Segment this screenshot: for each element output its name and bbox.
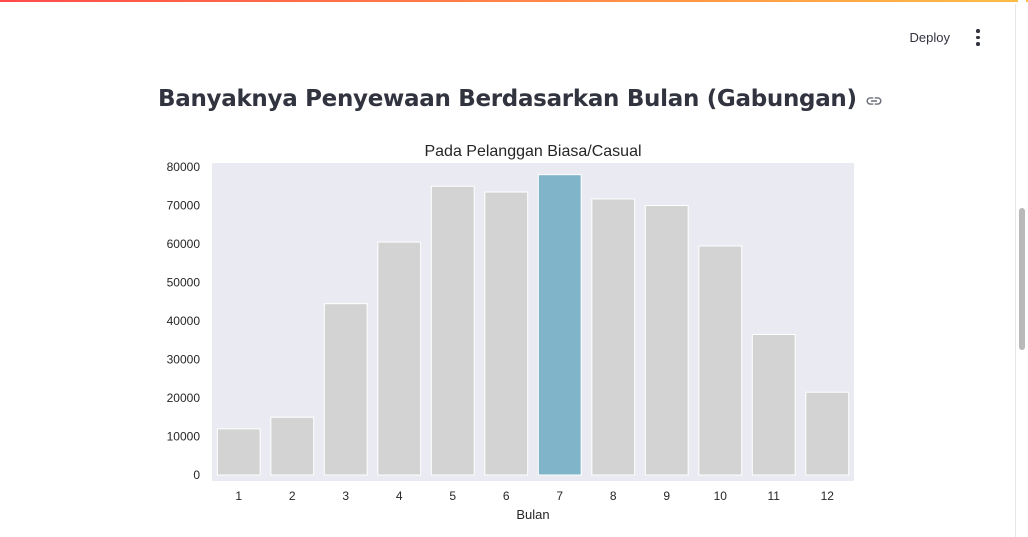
y-tick-label: 0: [193, 468, 200, 482]
y-tick-label: 50000: [167, 276, 201, 290]
bar-month-3: [323, 303, 368, 476]
x-tick-label: 4: [396, 489, 403, 503]
bar-month-11: [751, 333, 796, 476]
page-title-row: Banyaknya Penyewaan Berdasarkan Bulan (G…: [158, 86, 883, 112]
x-tick-label: 3: [342, 489, 349, 503]
x-tick-label: 1: [235, 489, 242, 503]
y-tick-label: 20000: [167, 391, 201, 405]
deploy-button[interactable]: Deploy: [904, 26, 956, 49]
bar-month-8: [591, 198, 636, 476]
x-tick-label: 12: [821, 489, 835, 503]
bar-month-1: [216, 428, 261, 476]
menu-dot: [976, 35, 980, 40]
y-tick-label: 60000: [167, 237, 201, 251]
header-toolbar: Deploy: [904, 26, 986, 49]
bar-month-12: [805, 391, 850, 476]
x-tick-label: 8: [610, 489, 617, 503]
chart-title: Pada Pelanggan Biasa/Casual: [424, 143, 641, 160]
bars-layer: [216, 174, 850, 476]
x-tick-label: 2: [289, 489, 296, 503]
page-title: Banyaknya Penyewaan Berdasarkan Bulan (G…: [158, 86, 857, 112]
x-tick-label: 5: [449, 489, 456, 503]
x-tick-label: 10: [714, 489, 728, 503]
x-tick-label: 9: [663, 489, 670, 503]
y-tick-label: 80000: [167, 160, 201, 174]
x-tick-label: 7: [556, 489, 563, 503]
y-axis-ticks: 0 10000 20000 30000 40000 50000 60000 70000 8000…: [167, 160, 201, 482]
bar-chart: Pada Pelanggan Biasa/Casual 0 10000 20000 3…: [167, 143, 854, 522]
bar-month-9: [644, 205, 689, 476]
link-icon[interactable]: [865, 92, 883, 110]
x-tick-label: 6: [503, 489, 510, 503]
x-axis-ticks: 1 2 3 4 5 6 7 8 9 10 11 12: [235, 489, 834, 503]
y-tick-label: 30000: [167, 353, 201, 367]
x-tick-label: 11: [768, 489, 781, 503]
kebab-menu-icon[interactable]: [970, 28, 986, 48]
bar-month-6: [484, 191, 529, 476]
top-decoration-bar: [0, 0, 1028, 2]
y-tick-label: 40000: [167, 314, 201, 328]
x-axis-label: Bulan: [516, 507, 549, 522]
y-tick-label: 10000: [167, 430, 201, 444]
scrollbar-thumb[interactable]: [1019, 208, 1025, 350]
bar-month-7: [537, 174, 582, 476]
y-tick-label: 70000: [167, 199, 201, 213]
bar-month-5: [430, 185, 475, 476]
bar-month-4: [377, 241, 422, 476]
menu-dot: [976, 29, 980, 33]
bar-chart-container: Pada Pelanggan Biasa/Casual 0 10000 20000 3…: [150, 136, 870, 526]
menu-dot: [976, 42, 980, 46]
frame-edge: [1015, 4, 1016, 537]
plot-background: [212, 163, 854, 481]
bar-month-10: [698, 245, 743, 476]
bar-month-2: [270, 416, 315, 476]
